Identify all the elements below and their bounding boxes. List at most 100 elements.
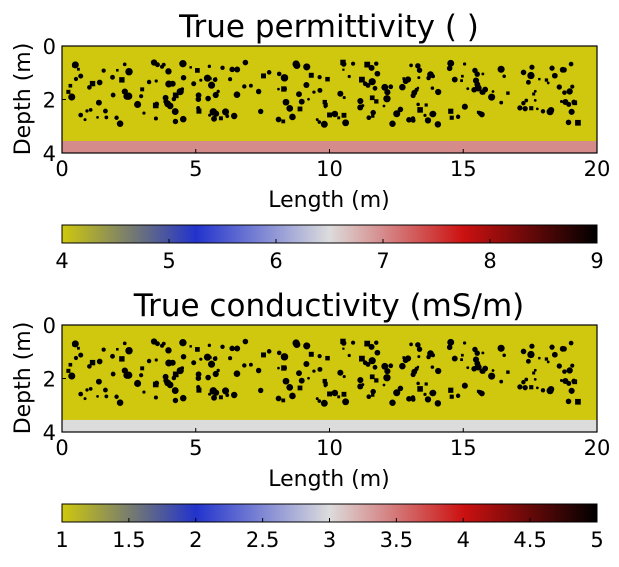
inclusion — [337, 90, 344, 97]
x-tick-label: 15 — [450, 436, 477, 460]
inclusion — [125, 346, 133, 355]
inclusion — [480, 90, 486, 95]
inclusion — [399, 83, 406, 91]
y-axis-label: Depth (m) — [11, 322, 36, 435]
x-tick-label: 20 — [584, 436, 611, 460]
inclusion — [449, 394, 454, 399]
inclusion — [289, 392, 296, 400]
inclusion — [340, 59, 346, 66]
inclusion — [549, 344, 555, 350]
inclusion — [242, 338, 249, 345]
inclusion — [342, 95, 346, 100]
inclusion — [524, 98, 529, 103]
inclusion — [317, 120, 322, 124]
inclusion — [365, 82, 371, 88]
inclusion — [562, 90, 567, 95]
x-tick-label: 20 — [584, 157, 611, 181]
inclusion — [101, 68, 106, 73]
inclusion — [212, 91, 219, 99]
inclusion — [460, 74, 464, 78]
inclusion — [307, 376, 310, 380]
inclusion — [402, 77, 406, 80]
inclusion — [532, 371, 536, 375]
permittivity-plot-area — [61, 45, 598, 154]
inclusion — [559, 66, 566, 73]
inclusion — [327, 391, 333, 397]
inclusion — [546, 108, 554, 116]
inclusion — [180, 87, 185, 91]
inclusion — [255, 88, 262, 95]
conductivity-plot-area — [61, 324, 598, 433]
inclusion — [155, 341, 160, 347]
inclusion — [502, 353, 506, 358]
inclusion — [205, 95, 211, 102]
inclusion — [261, 352, 266, 358]
inclusion — [570, 84, 575, 89]
inclusion — [123, 92, 131, 100]
inclusion — [103, 387, 108, 393]
inclusion — [122, 341, 127, 346]
inclusion — [212, 370, 219, 378]
inclusion — [371, 393, 375, 397]
inclusion — [216, 89, 220, 94]
inclusion — [370, 388, 376, 395]
inclusion — [154, 358, 158, 362]
inclusion — [152, 381, 159, 388]
inclusion — [125, 67, 133, 76]
colorbar-tick-label: 1 — [55, 528, 68, 552]
inclusion — [116, 120, 124, 127]
inclusion — [163, 377, 169, 384]
inclusion — [195, 347, 200, 352]
inclusion — [568, 340, 574, 346]
inclusion — [229, 345, 235, 352]
inclusion — [562, 98, 569, 106]
inclusion — [160, 343, 165, 348]
colorbar-tick-label: 6 — [269, 249, 282, 273]
inclusion — [180, 74, 187, 81]
inclusion — [110, 371, 116, 377]
y-tick-label: 0 — [43, 314, 56, 338]
inclusion — [89, 80, 96, 87]
inclusion — [78, 352, 84, 358]
inclusion — [275, 395, 282, 402]
inclusion — [430, 365, 435, 369]
inclusion — [308, 72, 314, 78]
y-tick-label: 4 — [43, 421, 56, 445]
inclusion — [286, 104, 294, 112]
inclusion — [491, 90, 495, 93]
inclusion — [429, 389, 437, 397]
inclusion — [366, 394, 372, 400]
inclusion — [110, 92, 116, 98]
inclusion — [559, 345, 566, 352]
inclusion — [517, 384, 523, 390]
inclusion — [114, 115, 119, 120]
x-axis-label: Length (m) — [268, 188, 389, 213]
y-tick-labels: 0 2 4 — [43, 314, 66, 445]
inclusion — [234, 345, 241, 352]
inclusion — [242, 363, 247, 368]
inclusion — [411, 395, 416, 400]
inclusion — [364, 340, 371, 347]
inclusion — [529, 64, 535, 70]
inclusion — [381, 362, 389, 370]
inclusion — [570, 363, 575, 368]
inclusion — [195, 96, 202, 102]
inclusion — [261, 73, 266, 79]
inclusion — [303, 82, 310, 89]
inclusion — [462, 62, 467, 66]
x-tick-labels: 0 5 10 15 20 — [55, 149, 610, 181]
inclusion — [222, 387, 230, 395]
permittivity-colorbar — [61, 224, 598, 244]
inclusion — [281, 86, 287, 92]
inclusion — [322, 378, 327, 384]
colorbar-tick-label: 3.5 — [380, 528, 413, 552]
inclusion — [359, 355, 365, 362]
inclusion — [368, 357, 376, 365]
colorbar-tick-label: 4 — [55, 249, 68, 273]
inclusion — [195, 375, 202, 381]
inclusion — [71, 61, 79, 69]
inclusion — [116, 68, 119, 72]
inclusion — [140, 366, 145, 371]
inclusion — [146, 79, 152, 85]
